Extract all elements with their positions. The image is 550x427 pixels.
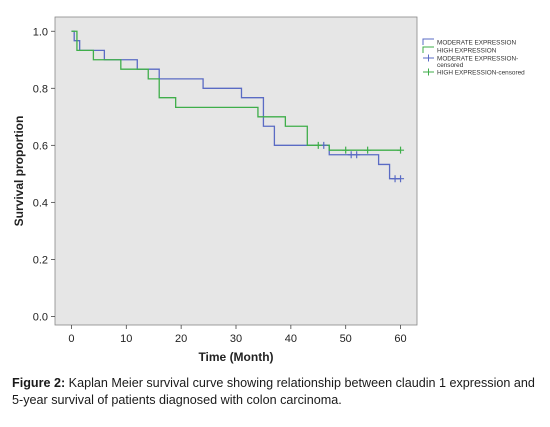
censor-mark	[397, 146, 405, 154]
legend-label: MODERATE EXPRESSION-censored	[437, 55, 518, 69]
censor-mark	[397, 175, 405, 183]
y-tick-label: 0.2	[33, 254, 48, 266]
y-axis-label: Survival proportion	[12, 116, 26, 227]
legend-entry: HIGH EXPRESSION	[422, 46, 497, 54]
y-axis: 0.0 0.2 0.4 0.6 0.8 1.0	[33, 26, 55, 323]
censor-mark	[364, 146, 372, 154]
km-survival-chart: 0.0 0.2 0.4 0.6 0.8 1.0 0 10 20 30 40 50 60 Time (M…	[12, 16, 525, 364]
series-lines	[71, 30, 401, 180]
censor-marks	[314, 141, 405, 183]
x-tick-label: 20	[175, 333, 187, 345]
legend-swatch	[422, 46, 434, 53]
y-tick-label: 0.6	[33, 140, 48, 152]
x-axis-label: Time (Month)	[198, 350, 273, 364]
x-tick-label: 30	[230, 333, 242, 345]
legend-entry: HIGH EXPRESSION-censored	[423, 68, 525, 76]
legend-swatch	[423, 54, 434, 62]
figure-caption: Figure 2: Kaplan Meier survival curve sh…	[12, 375, 540, 409]
x-tick-label: 10	[120, 333, 132, 345]
y-tick-label: 0.8	[33, 83, 48, 95]
legend-swatch	[423, 68, 434, 76]
caption-label: Figure 2:	[12, 376, 66, 390]
censor-mark	[314, 141, 322, 149]
caption-text: Kaplan Meier survival curve showing rela…	[12, 376, 535, 407]
legend-swatch	[422, 38, 434, 45]
censor-mark	[342, 146, 350, 154]
legend-entry: MODERATE EXPRESSION-censored	[423, 54, 518, 69]
y-tick-label: 0.0	[33, 311, 48, 323]
legend-label: HIGH EXPRESSION-censored	[437, 69, 525, 76]
x-tick-label: 0	[68, 333, 74, 345]
survival-step-line	[71, 30, 401, 151]
legend-entry: MODERATE EXPRESSION	[422, 38, 516, 46]
censor-mark	[353, 151, 361, 159]
x-tick-label: 40	[285, 333, 297, 345]
plot-area	[54, 16, 418, 326]
legend-label: MODERATE EXPRESSION	[437, 39, 516, 46]
x-tick-label: 50	[340, 333, 352, 345]
legend-label: HIGH EXPRESSION	[437, 47, 497, 54]
y-tick-label: 0.4	[33, 197, 48, 209]
y-tick-label: 1.0	[33, 26, 48, 38]
x-axis: 0 10 20 30 40 50 60	[68, 325, 407, 345]
x-tick-label: 60	[394, 333, 406, 345]
